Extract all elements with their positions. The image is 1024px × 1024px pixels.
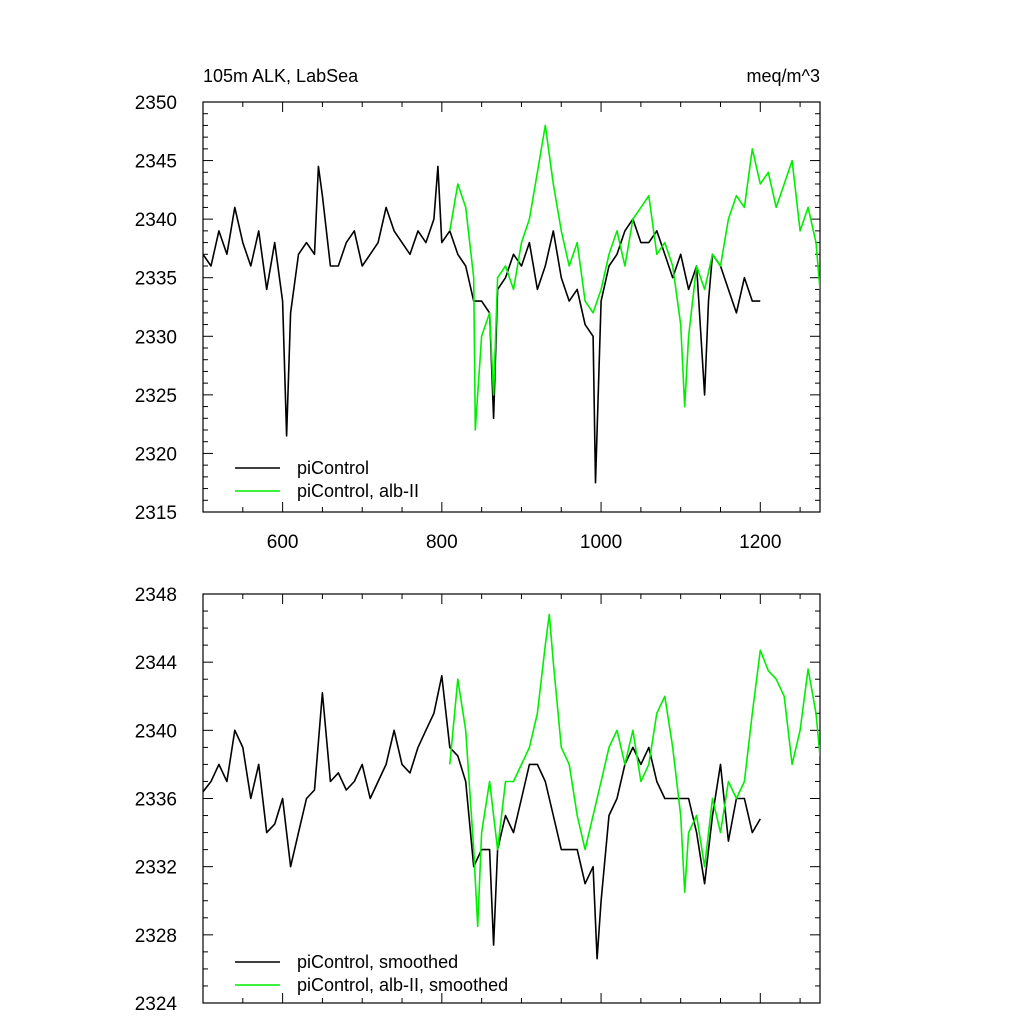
top-panel: 105m ALK, LabSea meq/m^3 600 800 1000 1200 2… bbox=[135, 66, 821, 553]
top-y-tick-label: 2350 bbox=[135, 93, 177, 114]
top-plot-frame bbox=[202, 101, 821, 513]
top-y-tick-label: 2330 bbox=[135, 327, 177, 348]
top-y-tick-label: 2340 bbox=[135, 210, 177, 231]
top-panel-title: 105m ALK, LabSea bbox=[203, 66, 359, 86]
top-legend-label: piControl bbox=[297, 458, 369, 478]
bottom-series-line-alb-ii bbox=[449, 613, 820, 928]
top-panel-units: meq/m^3 bbox=[747, 66, 820, 86]
top-y-tick-label: 2345 bbox=[135, 152, 177, 173]
top-legend-label: piControl, alb-II bbox=[297, 481, 419, 501]
bottom-series-line-picontrol bbox=[203, 674, 761, 960]
bottom-y-tick-label: 2332 bbox=[135, 858, 177, 879]
bottom-legend-label: piControl, alb-II, smoothed bbox=[297, 975, 508, 995]
bottom-legend-label: piControl, smoothed bbox=[297, 952, 458, 972]
top-x-tick-label: 1000 bbox=[580, 532, 622, 553]
top-x-tick-label: 1200 bbox=[739, 532, 781, 553]
bottom-panel: 2324 2328 2332 2336 2340 2344 2348 piControl, s… bbox=[135, 585, 821, 1015]
top-x-tick-label: 800 bbox=[426, 532, 458, 553]
top-series-line-alb-ii bbox=[449, 124, 820, 431]
top-x-tick-label: 600 bbox=[267, 532, 299, 553]
top-y-tick-label: 2320 bbox=[135, 444, 177, 465]
bottom-y-tick-label: 2328 bbox=[135, 926, 177, 947]
top-y-tick-label: 2325 bbox=[135, 386, 177, 407]
bottom-y-tick-label: 2344 bbox=[135, 653, 178, 674]
top-y-tick-label: 2335 bbox=[135, 269, 177, 290]
bottom-y-tick-label: 2336 bbox=[135, 790, 177, 811]
bottom-y-tick-label: 2340 bbox=[135, 721, 177, 742]
top-series-line-picontrol bbox=[203, 165, 761, 484]
top-y-tick-label: 2315 bbox=[135, 503, 177, 524]
bottom-plot-frame bbox=[202, 593, 821, 1004]
bottom-y-tick-label: 2324 bbox=[135, 994, 178, 1015]
bottom-y-tick-label: 2348 bbox=[135, 585, 177, 606]
